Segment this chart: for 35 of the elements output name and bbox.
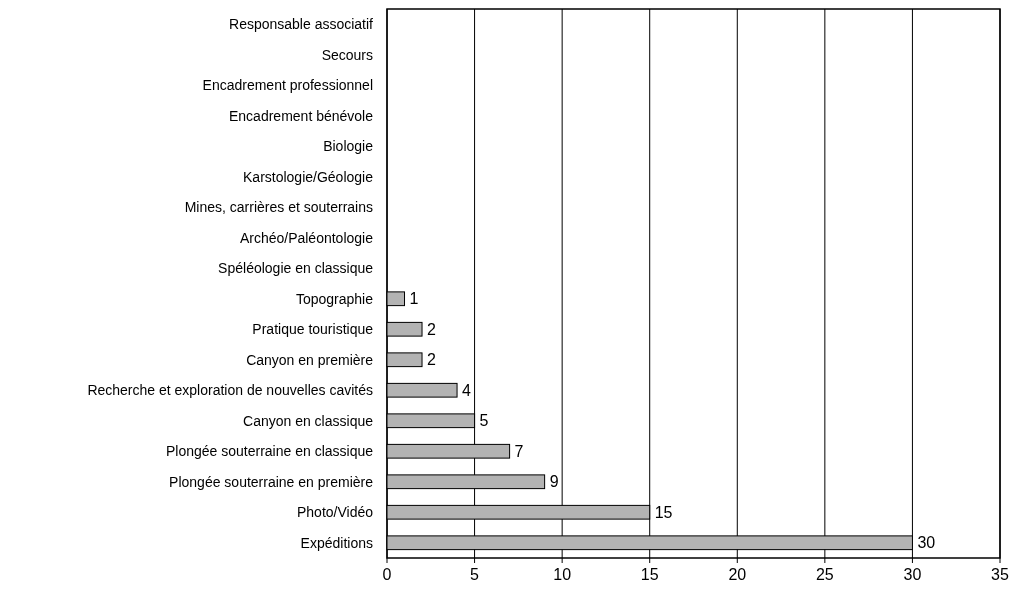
x-tick-label: 5 — [470, 566, 480, 583]
x-tick-label: 0 — [382, 566, 392, 583]
data-label: 30 — [917, 534, 936, 552]
y-tick-label: Plongée souterraine en classique — [165, 443, 374, 460]
y-tick-label: Photo/Vidéo — [296, 504, 374, 521]
x-tick-label: 20 — [728, 566, 747, 583]
y-tick-label: Encadrement bénévole — [229, 107, 374, 124]
y-tick-label: Encadrement professionnel — [202, 77, 373, 94]
x-tick-label: 30 — [903, 566, 922, 583]
y-tick-label: Archéo/Paléontologie — [239, 229, 374, 246]
data-label: 1 — [409, 290, 419, 308]
data-label: 2 — [427, 351, 437, 369]
y-tick-label: Biologie — [323, 138, 374, 155]
data-label: 2 — [427, 320, 437, 338]
data-label: 7 — [514, 442, 524, 460]
x-tick-label: 25 — [815, 566, 834, 583]
y-tick-label: Canyon en première — [246, 351, 374, 368]
y-tick-label: Topographie — [295, 290, 374, 307]
y-tick-label: Karstologie/Géologie — [243, 168, 374, 185]
data-label: 4 — [462, 381, 472, 399]
y-tick-label: Recherche et exploration de nouvelles cavités — [87, 382, 373, 399]
y-tick-label: Canyon en classique — [243, 412, 374, 429]
y-tick-label: Secours — [321, 46, 373, 63]
x-tick-label: 15 — [640, 566, 659, 583]
data-label: 15 — [654, 503, 673, 521]
y-tick-label: Expéditions — [300, 534, 373, 551]
data-label: 5 — [479, 412, 489, 430]
y-tick-label: Plongée souterraine en première — [169, 473, 374, 490]
x-tick-label: 35 — [991, 566, 1009, 583]
x-tick-label: 10 — [553, 566, 572, 583]
y-tick-label: Pratique touristique — [252, 321, 374, 338]
data-label: 9 — [549, 473, 559, 491]
y-tick-label: Mines, carrières et souterrains — [184, 199, 373, 216]
y-tick-label: Responsable associatif — [229, 16, 374, 33]
y-tick-label: Spéléologie en classique — [218, 260, 374, 277]
